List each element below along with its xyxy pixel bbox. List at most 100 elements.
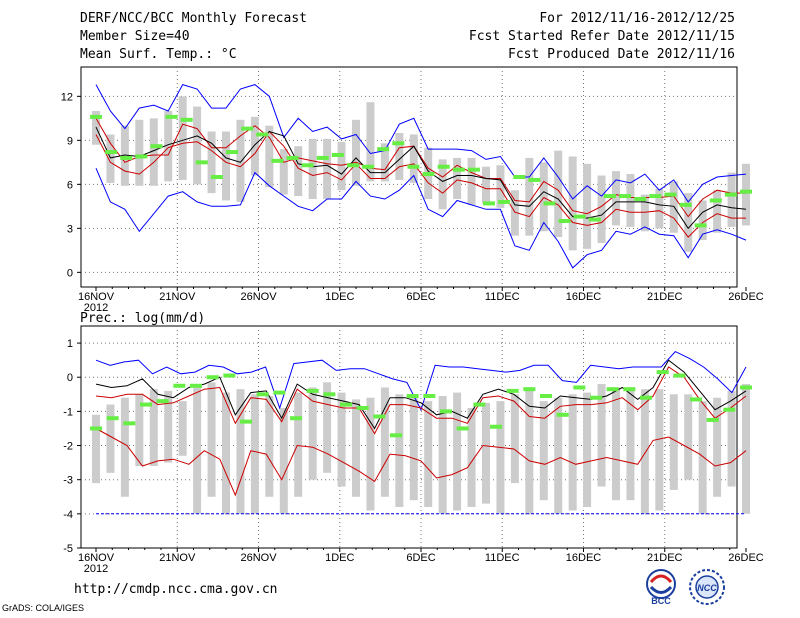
temp-ensemble-box — [597, 175, 606, 243]
prec-x-tick-label: 26NOV — [240, 552, 277, 564]
temp-observed-mark — [437, 164, 450, 169]
prec-observed-mark — [290, 416, 302, 421]
prec-ensemble-box — [222, 392, 230, 514]
prec-line-q1 — [95, 428, 747, 497]
prec-ensemble-box — [135, 394, 144, 467]
prec-observed-mark — [740, 385, 752, 390]
prec-ensemble-box — [713, 397, 722, 497]
prec-observed-mark — [523, 387, 536, 392]
temp-ensemble-box — [294, 146, 303, 197]
bcc-logo: BCC — [646, 569, 676, 606]
temp-ensemble-box — [352, 119, 360, 186]
temp-observed-mark — [558, 219, 571, 223]
temp-observed-mark — [528, 177, 541, 182]
temp-ensemble-box — [265, 125, 274, 188]
temp-ensemble-box — [742, 163, 750, 226]
prec-observed-mark — [406, 394, 419, 399]
prec-ensemble-box — [568, 394, 577, 511]
member-size: Member Size=40 — [80, 29, 190, 44]
temp-ensemble-box — [583, 163, 592, 249]
prec-ensemble-box — [149, 389, 158, 467]
temp-ensemble-box — [193, 106, 202, 185]
temp-ensemble-box — [482, 166, 490, 204]
temp-observed-mark — [709, 198, 722, 203]
temp-ensemble-box — [106, 134, 115, 183]
temp-ensemble-box — [236, 119, 245, 202]
prec-observed-mark — [156, 399, 169, 404]
prec-ensemble-box — [395, 394, 404, 508]
temp-ensemble-box — [612, 171, 620, 226]
prec-ensemble-box — [308, 387, 317, 480]
temp-observed-mark — [165, 114, 178, 119]
prec-observed-mark — [490, 424, 502, 429]
prec-ensemble-box — [669, 394, 678, 490]
prec-ensemble-box — [640, 389, 649, 514]
prec-ensemble-box — [366, 397, 375, 511]
temp-ensemble-box — [510, 190, 519, 236]
temp-ensemble-box — [222, 131, 230, 201]
temp-observed-mark — [150, 144, 163, 149]
prec-ensemble-box — [207, 382, 216, 497]
prec-x-tick-label: 16DEC — [566, 552, 602, 564]
prec-observed-mark — [390, 433, 402, 438]
prec-observed-mark — [656, 370, 669, 375]
prec-ensemble-box — [698, 401, 707, 514]
prec-ensemble-box — [424, 401, 433, 508]
prec-observed-mark — [206, 375, 219, 380]
website-url[interactable]: http://cmdp.ncc.cma.gov.cn — [74, 582, 278, 597]
temp-observed-mark — [241, 126, 254, 131]
temp-x-tick-label: 16DEC — [566, 291, 602, 303]
temp-ensemble-box — [323, 138, 332, 199]
prec-observed-mark — [273, 390, 286, 395]
prec-ensemble-box — [120, 397, 129, 497]
temp-observed-mark — [664, 192, 677, 197]
prec-y-tick-label: -4 — [63, 509, 73, 521]
prec-ensemble-box — [453, 392, 462, 511]
prec-x-tick-label: 16NOV — [78, 552, 115, 564]
prec-observed-mark — [556, 412, 569, 417]
temp-observed-mark — [679, 202, 692, 207]
prec-observed-mark — [90, 426, 102, 431]
temp-observed-mark — [694, 223, 707, 228]
temp-frame — [80, 66, 738, 288]
prec-frame — [80, 325, 738, 549]
temp-ensemble-box — [438, 159, 447, 210]
temp-ensemble-box — [539, 162, 548, 232]
temp-observed-mark — [452, 167, 465, 172]
temp-ensemble-box — [308, 138, 317, 199]
temp-observed-mark — [422, 172, 435, 177]
temp-observed-mark — [407, 164, 420, 169]
temp-observed-mark — [331, 153, 344, 157]
prec-ensemble-box — [250, 394, 259, 514]
prec-observed-mark — [190, 383, 202, 388]
temp-ensemble-box — [395, 133, 404, 180]
temp-observed-mark — [634, 197, 647, 201]
temp-observed-mark — [271, 158, 284, 163]
temp-ensemble-box — [698, 200, 707, 241]
temp-ensemble-box — [380, 143, 389, 182]
temp-year-label: 2012 — [84, 302, 108, 314]
prec-observed-mark — [340, 402, 352, 407]
prec-observed-mark — [673, 373, 686, 378]
prec-ensemble-box — [236, 389, 245, 514]
prec-ensemble-box — [742, 384, 750, 514]
prec-ensemble-box — [106, 404, 115, 473]
temp-y-tick-label: 3 — [67, 223, 73, 235]
temp-ensemble-box — [626, 174, 635, 227]
temp-y-tick-label: 9 — [67, 135, 73, 147]
prec-observed-mark — [256, 392, 269, 397]
temp-observed-mark — [105, 150, 118, 155]
temp-observed-mark — [362, 164, 375, 169]
bcc-logo-text: BCC — [651, 596, 671, 606]
temp-panel: 0 3 6 9 12 16NOV 21NOV 26NOV 1DEC 6DEC 11DEC 16DEC 2… — [61, 66, 764, 314]
temp-observed-mark — [392, 141, 405, 146]
temp-ensemble-box — [149, 118, 158, 186]
prec-observed-mark — [473, 402, 486, 407]
prec-observed-mark — [356, 405, 369, 410]
prec-observed-mark — [140, 402, 152, 407]
temp-observed-mark — [180, 117, 193, 122]
prec-ensemble-box — [583, 392, 592, 508]
prec-line-q3 — [95, 366, 747, 435]
prec-observed-mark — [323, 392, 336, 397]
